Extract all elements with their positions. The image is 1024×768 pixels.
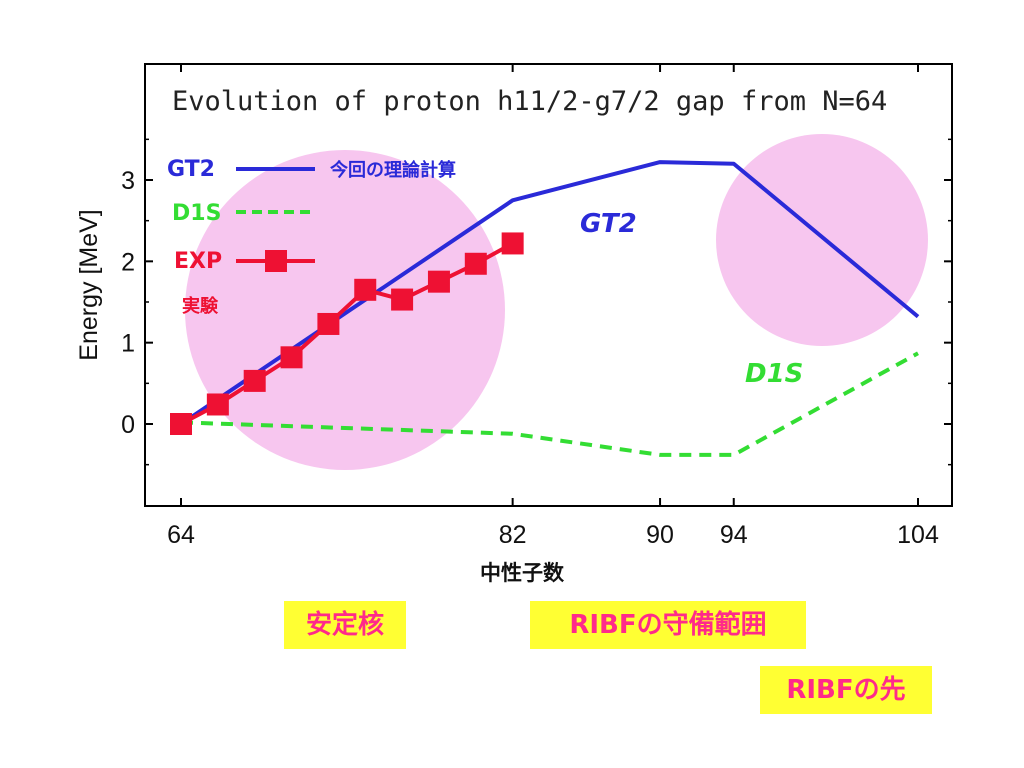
exp-point — [280, 346, 303, 369]
y-tick-label: 3 — [121, 167, 135, 195]
region-ribf-beyond: RIBFの先 — [760, 666, 932, 714]
exp-point — [427, 270, 450, 293]
y-tick-label: 1 — [121, 330, 135, 358]
x-tick-label: 104 — [897, 521, 939, 549]
exp-point — [464, 252, 487, 275]
exp-point — [317, 312, 340, 335]
exp-point — [354, 278, 377, 301]
series-line-d1s — [180, 351, 919, 457]
y-axis-title: Energy [MeV] — [75, 209, 103, 360]
exp-point — [391, 288, 414, 311]
d1s-series-label: D1S — [745, 359, 803, 389]
exp-point — [501, 232, 524, 255]
gt2-series-label: GT2 — [580, 209, 637, 239]
series-line-gt2 — [179, 160, 920, 426]
y-tick-label: 2 — [121, 248, 135, 276]
plot-frame — [144, 63, 953, 507]
legend-marker-exp — [265, 250, 287, 272]
region-stable-nuclei: 安定核 — [284, 601, 406, 649]
exp-point — [243, 369, 266, 392]
x-axis-title: 中性子数 — [480, 561, 565, 585]
legend-entry-exp: EXP — [174, 249, 222, 274]
exp-point — [206, 393, 229, 416]
series-layer — [170, 160, 920, 457]
chart-title: Evolution of proton h11/2-g7/2 gap from … — [172, 86, 887, 117]
series-line-exp — [180, 241, 514, 426]
x-tick-label: 64 — [167, 521, 195, 549]
y-tick-label: 0 — [121, 411, 135, 439]
tick-layer: 0 1 2 3 64 82 90 94 104 — [121, 64, 952, 549]
region-ribf-coverage: RIBFの守備範囲 — [530, 601, 806, 649]
x-tick-label: 94 — [720, 521, 748, 549]
highlight-circle-ribf — [716, 134, 928, 346]
x-tick-label: 82 — [499, 521, 527, 549]
highlight-layer — [185, 134, 928, 470]
legend-entry-d1s: D1S — [172, 201, 221, 226]
exp-annotation: 実験 — [182, 295, 219, 317]
legend-entry-gt2: GT2 — [167, 157, 215, 182]
exp-point — [170, 413, 192, 435]
x-tick-label: 90 — [646, 521, 674, 549]
gt2-annotation: 今回の理論計算 — [330, 159, 456, 181]
legend: GT2 D1S EXP — [167, 157, 315, 274]
